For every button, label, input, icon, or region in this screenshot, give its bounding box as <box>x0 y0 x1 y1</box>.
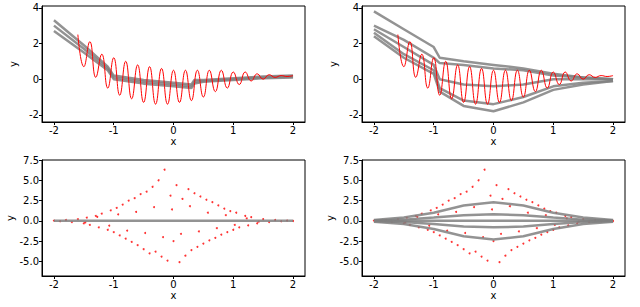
svg-text:2.5: 2.5 <box>23 195 39 206</box>
svg-text:-1: -1 <box>429 279 439 290</box>
svg-text:5.0: 5.0 <box>343 175 359 186</box>
svg-text:0.0: 0.0 <box>343 215 359 226</box>
svg-text:1: 1 <box>230 279 236 290</box>
svg-text:y: y <box>5 215 16 221</box>
svg-text:-2.5: -2.5 <box>19 236 39 247</box>
svg-text:-2: -2 <box>349 109 359 120</box>
svg-text:-2: -2 <box>29 109 39 120</box>
svg-text:-2: -2 <box>369 125 379 136</box>
svg-text:2: 2 <box>353 38 359 49</box>
svg-text:7.5: 7.5 <box>23 155 39 166</box>
svg-text:0: 0 <box>490 125 496 136</box>
svg-text:-2: -2 <box>49 279 59 290</box>
svg-text:2: 2 <box>290 125 296 136</box>
svg-text:y: y <box>325 215 336 221</box>
svg-text:0: 0 <box>170 125 176 136</box>
svg-text:2: 2 <box>610 125 616 136</box>
svg-text:2.5: 2.5 <box>343 195 359 206</box>
svg-text:0: 0 <box>490 279 496 290</box>
svg-text:-1: -1 <box>109 125 119 136</box>
svg-text:x: x <box>491 290 497 301</box>
svg-text:-5.0: -5.0 <box>339 256 359 267</box>
svg-text:-2: -2 <box>49 125 59 136</box>
svg-text:x: x <box>491 136 497 147</box>
svg-text:2: 2 <box>610 279 616 290</box>
svg-text:x: x <box>171 290 177 301</box>
svg-text:1: 1 <box>550 279 556 290</box>
svg-text:0: 0 <box>170 279 176 290</box>
svg-text:1: 1 <box>230 125 236 136</box>
svg-text:0.0: 0.0 <box>23 215 39 226</box>
svg-text:x: x <box>171 136 177 147</box>
svg-text:-1: -1 <box>429 125 439 136</box>
svg-text:-1: -1 <box>109 279 119 290</box>
svg-text:7.5: 7.5 <box>343 155 359 166</box>
svg-text:0: 0 <box>33 74 39 85</box>
svg-text:0: 0 <box>353 74 359 85</box>
svg-text:4: 4 <box>353 2 359 13</box>
svg-text:-2.5: -2.5 <box>339 236 359 247</box>
svg-text:y: y <box>8 61 19 67</box>
svg-text:5.0: 5.0 <box>23 175 39 186</box>
svg-text:4: 4 <box>33 2 39 13</box>
svg-text:2: 2 <box>33 38 39 49</box>
svg-text:-2: -2 <box>369 279 379 290</box>
svg-text:2: 2 <box>290 279 296 290</box>
svg-text:1: 1 <box>550 125 556 136</box>
svg-text:-5.0: -5.0 <box>19 256 39 267</box>
svg-text:y: y <box>328 61 339 67</box>
